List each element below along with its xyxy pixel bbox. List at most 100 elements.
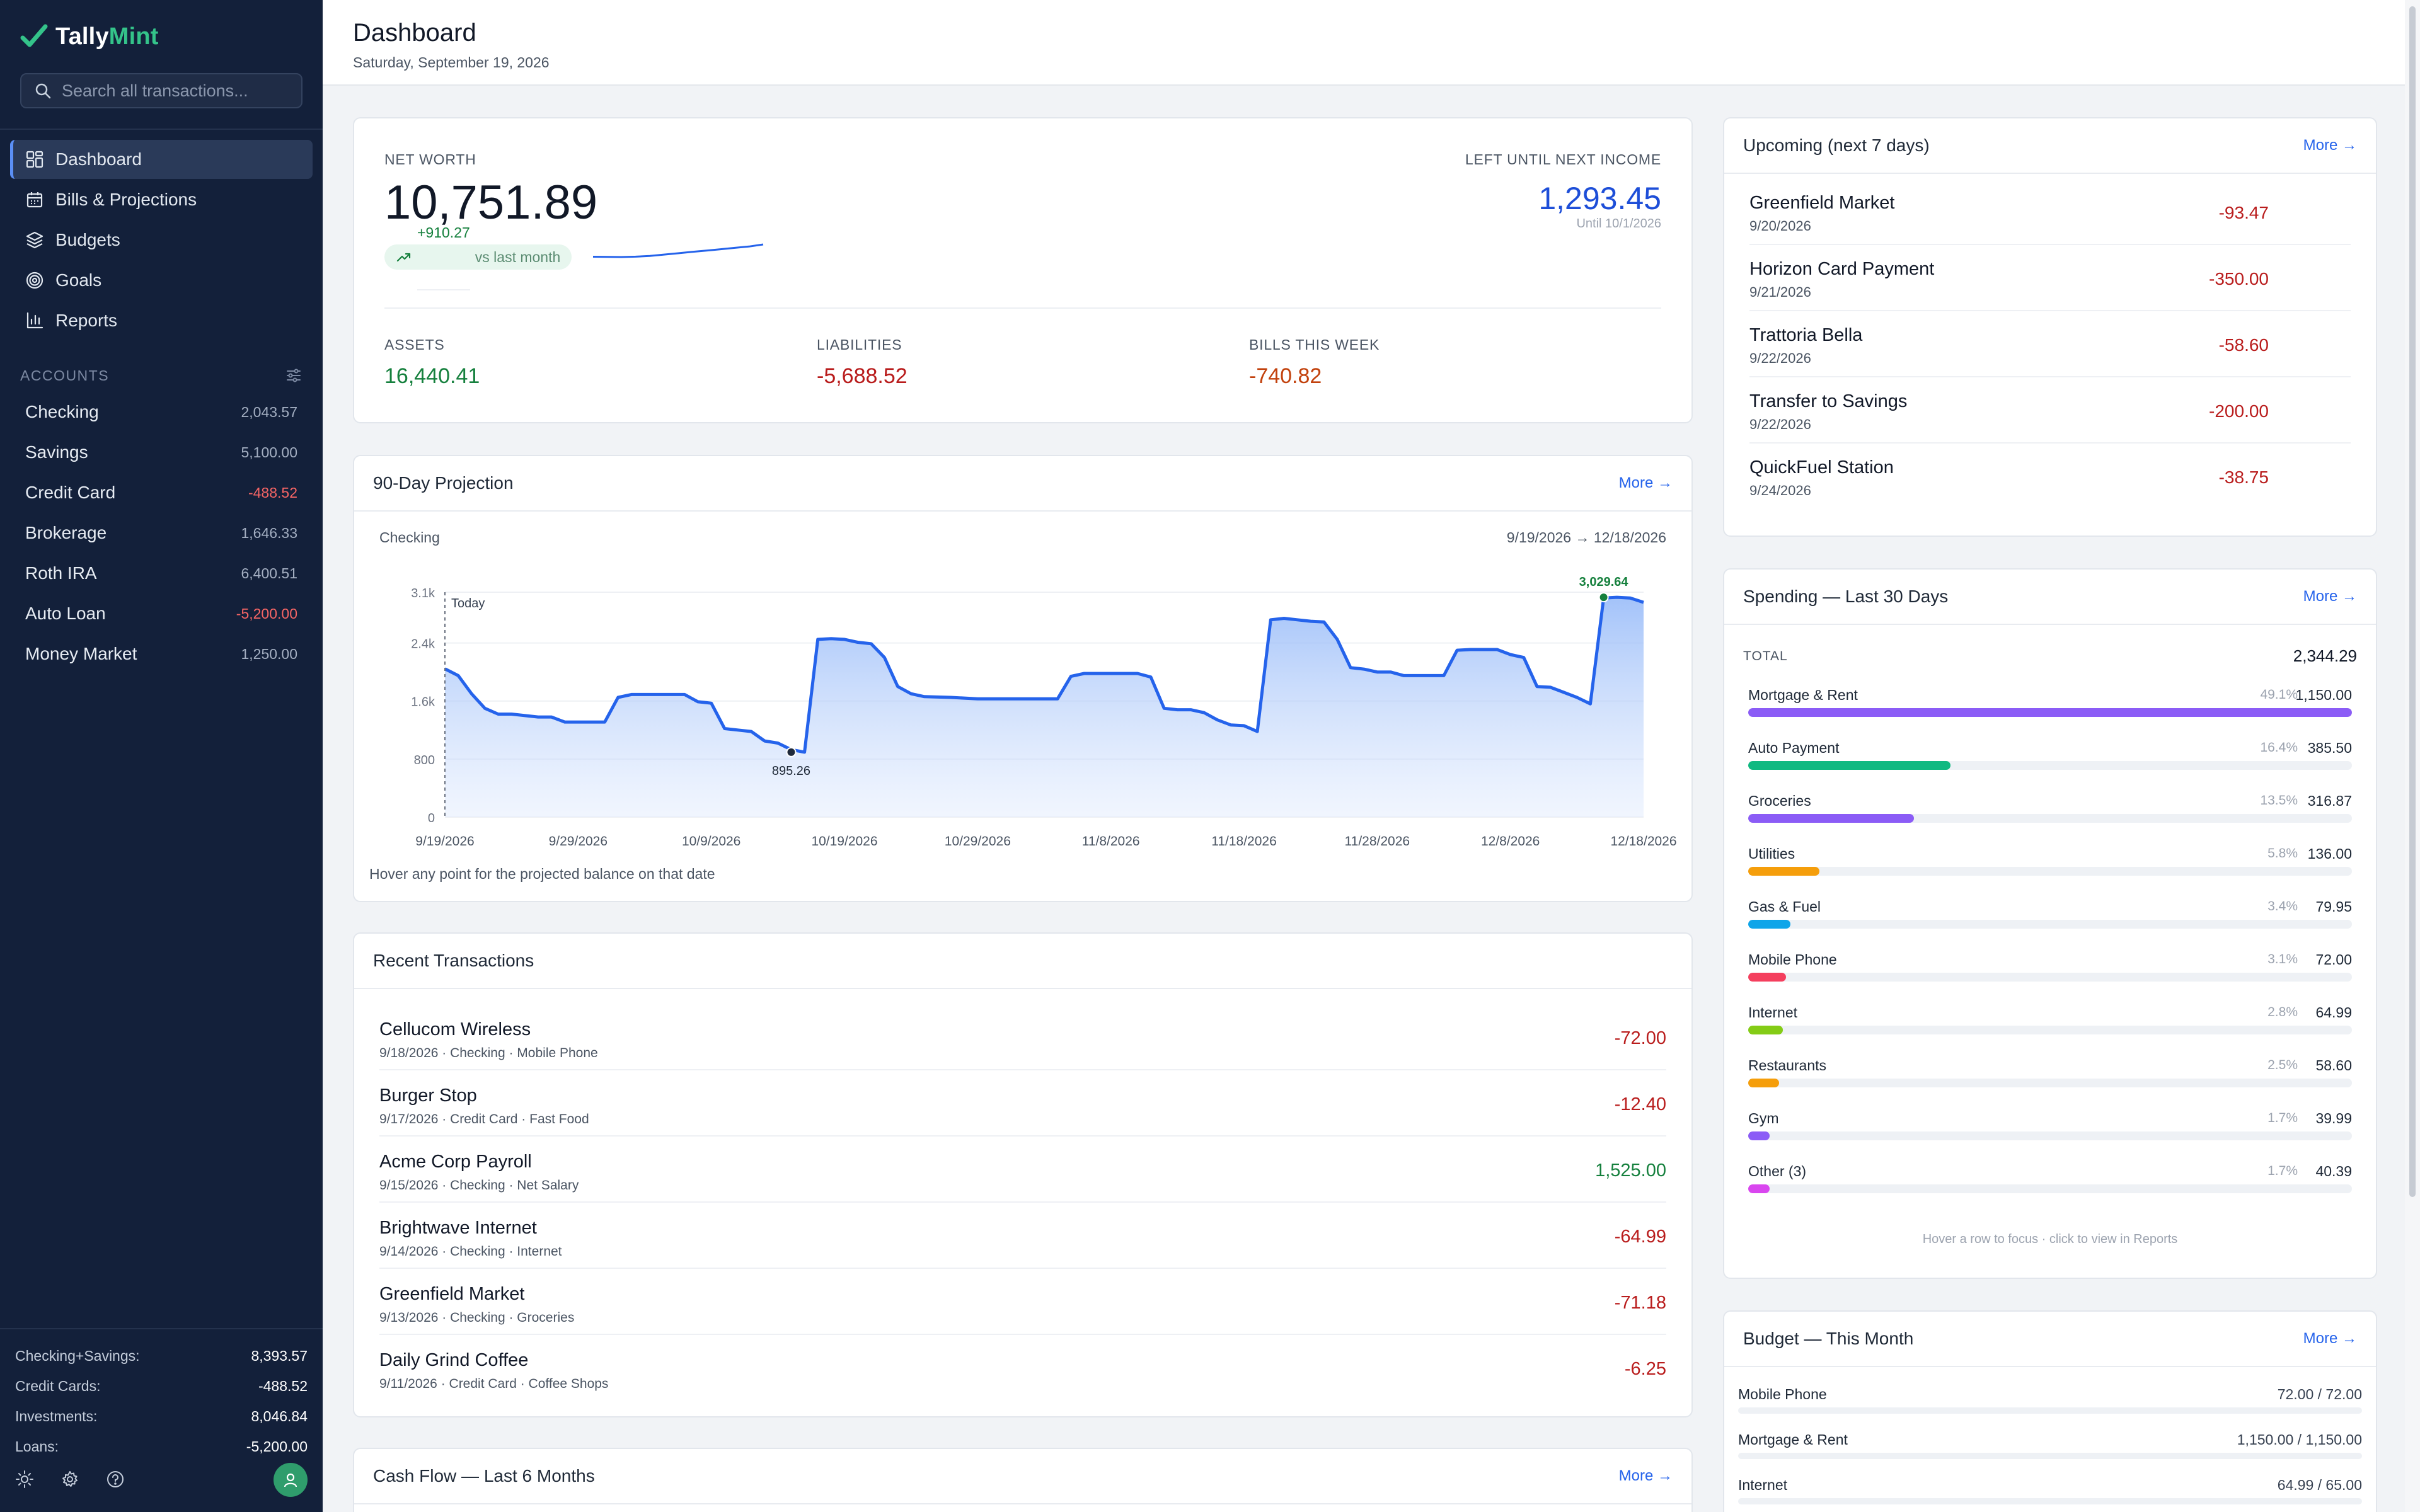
category-amount: 72.00 bbox=[2315, 951, 2352, 968]
spending-row[interactable]: Other (3) 1.7% 40.39 bbox=[1748, 1155, 2352, 1208]
page-date: Saturday, September 19, 2026 bbox=[353, 54, 550, 71]
transaction-row[interactable]: Brightwave Internet 9/14/2026 · Checking … bbox=[379, 1203, 1666, 1269]
x-tick-label: 12/8/2026 bbox=[1481, 834, 1540, 849]
x-tick-label: 9/29/2026 bbox=[549, 834, 608, 849]
transaction-row[interactable]: Acme Corp Payroll 9/15/2026 · Checking · … bbox=[379, 1137, 1666, 1203]
x-tick-label: 10/9/2026 bbox=[682, 834, 740, 849]
category-bar-track bbox=[1748, 920, 2352, 929]
transaction-row[interactable]: Greenfield Market 9/13/2026 · Checking · … bbox=[379, 1269, 1666, 1335]
more-link[interactable]: More → bbox=[1618, 1467, 1673, 1484]
spending-total: TOTAL 2,344.29 bbox=[1743, 646, 2357, 665]
account-balance: 1,250.00 bbox=[241, 645, 297, 662]
spending-row[interactable]: Gas & Fuel 3.4% 79.95 bbox=[1748, 891, 2352, 944]
account-item-savings[interactable]: Savings 5,100.00 bbox=[25, 432, 297, 472]
x-tick-label: 10/19/2026 bbox=[811, 834, 877, 849]
upcoming-row[interactable]: Trattoria Bella 9/22/2026 -58.60 bbox=[1749, 311, 2351, 377]
account-balance: 5,100.00 bbox=[241, 444, 297, 461]
bar-chart-icon bbox=[26, 312, 43, 329]
spending-row[interactable]: Restaurants 2.5% 58.60 bbox=[1748, 1050, 2352, 1102]
account-item-money-market[interactable]: Money Market 1,250.00 bbox=[25, 634, 297, 674]
sidebar-footer bbox=[15, 1462, 308, 1497]
upcoming-row[interactable]: Transfer to Savings 9/22/2026 -200.00 bbox=[1749, 377, 2351, 444]
category-name: Groceries bbox=[1748, 793, 1811, 809]
nav-item-goals[interactable]: Goals bbox=[10, 261, 313, 300]
summary-row: Credit Cards: -488.52 bbox=[15, 1377, 308, 1394]
account-item-auto-loan[interactable]: Auto Loan -5,200.00 bbox=[25, 593, 297, 634]
sidebar-divider bbox=[0, 1328, 323, 1329]
card-header: Spending — Last 30 Days More → bbox=[1724, 570, 2376, 625]
layers-icon bbox=[26, 231, 43, 249]
accounts-header: ACCOUNTS bbox=[20, 367, 302, 384]
spending-hint: Hover a row to focus · click to view in … bbox=[1922, 1232, 2178, 1246]
target-icon bbox=[26, 272, 43, 289]
transaction-row[interactable]: Cellucom Wireless 9/18/2026 · Checking · … bbox=[379, 1004, 1666, 1070]
search-box[interactable] bbox=[20, 73, 302, 108]
spending-row[interactable]: Groceries 13.5% 316.87 bbox=[1748, 785, 2352, 838]
nav-item-bills[interactable]: Bills & Projections bbox=[10, 180, 313, 219]
transaction-row[interactable]: Burger Stop 9/17/2026 · Credit Card · Fas… bbox=[379, 1070, 1666, 1137]
today-label: Today bbox=[451, 597, 485, 610]
scrollbar-thumb[interactable] bbox=[2409, 6, 2416, 1197]
x-tick-label: 11/8/2026 bbox=[1082, 834, 1140, 849]
upcoming-row[interactable]: Greenfield Market 9/20/2026 -93.47 bbox=[1749, 179, 2351, 245]
user-avatar[interactable] bbox=[274, 1463, 308, 1497]
spending-row[interactable]: Mobile Phone 3.1% 72.00 bbox=[1748, 944, 2352, 997]
search-input[interactable] bbox=[62, 81, 289, 101]
category-bar-track bbox=[1748, 1026, 2352, 1034]
category-bar-fill bbox=[1748, 973, 1787, 982]
nav-label: Bills & Projections bbox=[55, 190, 197, 209]
projection-chart[interactable]: 0 800 1.6k 2.4k 3.1k 9/19/2026 9/29/2026 10/9/2… bbox=[354, 551, 1691, 853]
account-name: Money Market bbox=[25, 644, 137, 663]
more-link[interactable]: More → bbox=[1618, 474, 1673, 491]
page-scrollbar[interactable] bbox=[2405, 0, 2420, 1512]
spending-row[interactable]: Internet 2.8% 64.99 bbox=[1748, 997, 2352, 1050]
spending-row[interactable]: Auto Payment 16.4% 385.50 bbox=[1748, 732, 2352, 785]
category-amount: 1,150.00 bbox=[2295, 687, 2352, 703]
category-percent: 5.8% bbox=[2267, 846, 2298, 861]
upcoming-row[interactable]: QuickFuel Station 9/24/2026 -38.75 bbox=[1749, 457, 2269, 498]
category-percent: 3.1% bbox=[2267, 952, 2298, 966]
more-link[interactable]: More → bbox=[2303, 588, 2357, 605]
budget-row[interactable]: Mortgage & Rent 1,150.00 / 1,150.00 bbox=[1738, 1428, 2362, 1473]
category-bar-track bbox=[1748, 761, 2352, 770]
transaction-row[interactable]: Daily Grind Coffee 9/11/2026 · Credit Car… bbox=[379, 1350, 1666, 1391]
category-name: Other (3) bbox=[1748, 1163, 1807, 1179]
bills-this-week-label: BILLS THIS WEEK bbox=[1249, 336, 1380, 353]
left-until-income-date: Until 10/1/2026 bbox=[1576, 217, 1661, 231]
net-worth-card: NET WORTH 10,751.89 +910.27 vs last mont… bbox=[353, 117, 1693, 423]
more-link[interactable]: More → bbox=[2303, 1330, 2357, 1347]
net-worth-change-suffix: vs last month bbox=[475, 248, 561, 265]
account-item-roth-ira[interactable]: Roth IRA 6,400.51 bbox=[25, 553, 297, 593]
y-tick-label: 2.4k bbox=[411, 638, 435, 651]
spending-row[interactable]: Mortgage & Rent 49.1% 1,150.00 bbox=[1748, 679, 2352, 732]
budget-row[interactable]: Mobile Phone 72.00 / 72.00 bbox=[1738, 1382, 2362, 1428]
calendar-icon bbox=[26, 192, 43, 208]
spending-row[interactable]: Utilities 5.8% 136.00 bbox=[1748, 838, 2352, 891]
x-tick-label: 12/18/2026 bbox=[1610, 834, 1676, 849]
nav-item-budgets[interactable]: Budgets bbox=[10, 220, 313, 260]
category-bar-fill bbox=[1748, 867, 1820, 876]
nav-item-dashboard[interactable]: Dashboard bbox=[10, 140, 313, 179]
account-item-checking[interactable]: Checking 2,043.57 bbox=[25, 392, 297, 432]
category-bar-fill bbox=[1748, 708, 2352, 717]
card-title: Cash Flow — Last 6 Months bbox=[373, 1466, 595, 1486]
sun-icon[interactable] bbox=[15, 1470, 34, 1489]
category-percent: 49.1% bbox=[2260, 687, 2298, 702]
gear-icon[interactable] bbox=[60, 1470, 79, 1489]
grid-icon bbox=[26, 151, 43, 168]
projection-line bbox=[444, 595, 1644, 754]
account-item-brokerage[interactable]: Brokerage 1,646.33 bbox=[25, 513, 297, 553]
more-link[interactable]: More → bbox=[2303, 137, 2357, 154]
spending-row[interactable]: Gym 1.7% 39.99 bbox=[1748, 1102, 2352, 1155]
brand[interactable]: TallyMint bbox=[20, 23, 159, 50]
budget-row[interactable]: Internet 64.99 / 65.00 bbox=[1738, 1473, 2362, 1512]
help-icon[interactable] bbox=[106, 1470, 125, 1489]
nav-label: Dashboard bbox=[55, 149, 142, 169]
category-amount: 79.95 bbox=[2315, 898, 2352, 915]
sliders-icon[interactable] bbox=[285, 367, 302, 384]
account-item-credit-card[interactable]: Credit Card -488.52 bbox=[25, 472, 297, 513]
projection-account: Checking bbox=[379, 529, 440, 546]
nav-item-reports[interactable]: Reports bbox=[10, 301, 313, 340]
upcoming-row[interactable]: Horizon Card Payment 9/21/2026 -350.00 bbox=[1749, 245, 2351, 311]
cash-flow-card: Cash Flow — Last 6 Months More → bbox=[353, 1448, 1693, 1512]
